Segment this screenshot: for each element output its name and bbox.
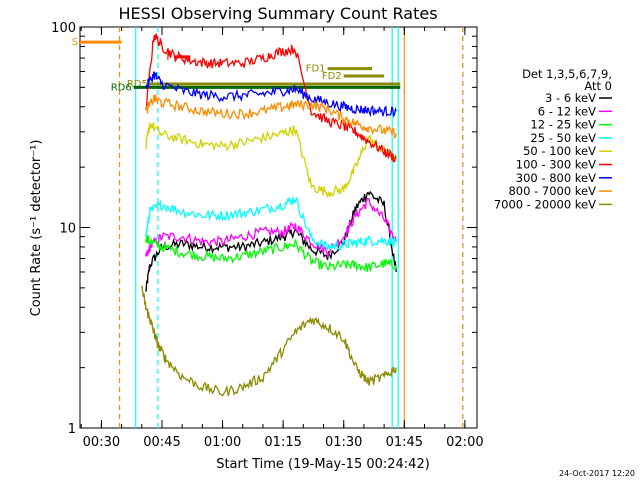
x-tick-label-01-15: 01:15 <box>264 435 301 450</box>
legend-label-50-100-kev: 50 - 100 keV <box>523 144 596 158</box>
series-line-3-6-kev <box>145 190 397 292</box>
series-layer <box>141 33 397 397</box>
series-line-7000-20000-kev <box>141 285 397 397</box>
legend-label-7000-20000-kev: 7000 - 20000 keV <box>494 197 596 211</box>
legend-label-100-300-kev: 100 - 300 keV <box>516 158 596 172</box>
y-tick-label-1: 1 <box>68 422 76 437</box>
chart-title: HESSI Observing Summary Count Rates <box>118 4 437 23</box>
band-label-fd1: FD1 <box>306 64 326 75</box>
series-line-12-25-kev <box>145 234 397 273</box>
band-label-rd5: RD5 <box>127 79 148 90</box>
series-line-100-300-kev <box>145 33 397 163</box>
legend-label-12-25-kev: 12 - 25 keV <box>530 118 596 132</box>
series-line-6-12-kev <box>145 197 397 259</box>
legend-label-6-12-kev: 6 - 12 keV <box>538 104 596 118</box>
band-label-fd2: FD2 <box>322 71 342 82</box>
y-tick-label-100: 100 <box>51 21 76 36</box>
x-tick-label-01-00: 01:00 <box>204 435 241 450</box>
legend-label-800-7000-kev: 800 - 7000 keV <box>508 184 596 198</box>
series-line-800-7000-kev <box>145 94 397 139</box>
band-label-s: S <box>72 37 78 48</box>
axes-layer: 00:30 00:45 01:00 01:15 01:30 01:45 02:00 1 10 10… <box>51 21 483 450</box>
band-label-f: F <box>166 52 172 63</box>
series-line-50-100-kev <box>145 122 397 199</box>
x-tick-label-02-00: 02:00 <box>446 435 483 450</box>
x-tick-label-00-45: 00:45 <box>143 435 180 450</box>
series-line-300-800-kev <box>145 71 397 118</box>
x-tick-label-01-45: 01:45 <box>386 435 423 450</box>
date-stamp: 24-Oct-2017 12:20 <box>559 469 635 478</box>
legend-header-0: Det 1,3,5,6,7,9, <box>522 67 612 81</box>
legend-label-3-6-kev: 3 - 6 keV <box>545 91 596 105</box>
x-tick-label-00-30: 00:30 <box>83 435 120 450</box>
y-tick-label-10: 10 <box>59 222 76 237</box>
x-tick-label-01-30: 01:30 <box>325 435 362 450</box>
legend-label-25-50-kev: 25 - 50 keV <box>530 131 596 145</box>
x-axis-label: Start Time (19-May-15 00:24:42) <box>216 457 430 472</box>
legend-header-1: Att 0 <box>584 79 612 93</box>
y-axis-label: Count Rate (s⁻¹ detector⁻¹) <box>29 140 44 317</box>
legend-label-300-800-kev: 300 - 800 keV <box>516 171 596 185</box>
band-label-rd6: RD6 <box>111 82 132 93</box>
series-line-25-50-kev <box>145 196 397 252</box>
